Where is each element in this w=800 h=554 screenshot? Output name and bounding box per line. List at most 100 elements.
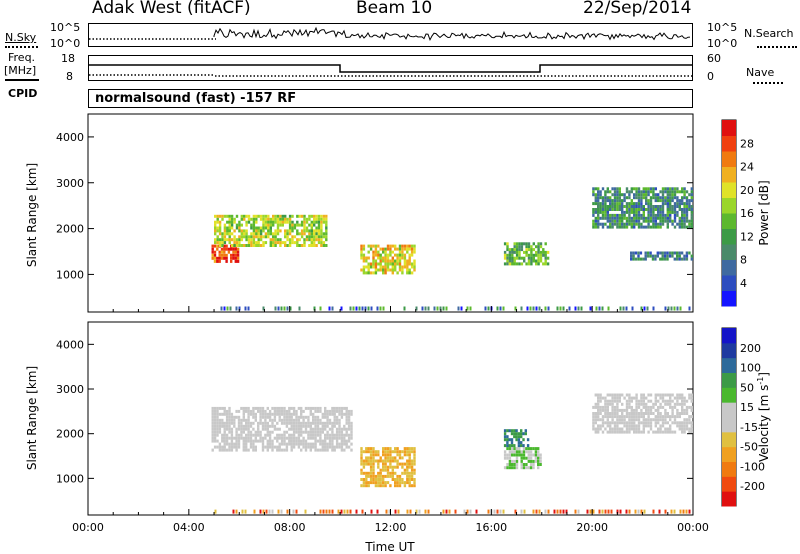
data-cell (300, 427, 303, 431)
data-cell (647, 412, 650, 415)
data-cell (656, 251, 659, 255)
data-cell (616, 402, 619, 406)
data-cell (401, 481, 404, 485)
data-cell (308, 223, 311, 227)
data-cell (360, 471, 363, 475)
data-cell (391, 478, 394, 481)
data-cell (640, 208, 643, 211)
data-cell (218, 238, 222, 242)
data-cell (644, 254, 647, 258)
data-cell (238, 306, 241, 311)
data-cell (213, 250, 217, 254)
data-cell (403, 450, 407, 454)
data-cell (597, 430, 600, 434)
data-cell (401, 471, 404, 475)
data-cell (403, 471, 407, 475)
data-cell (324, 412, 327, 416)
data-cell (401, 253, 404, 257)
data-cell (229, 306, 232, 311)
data-cell (389, 456, 392, 460)
data-cell (635, 393, 638, 397)
data-cell (688, 199, 691, 203)
data-cell (317, 214, 321, 218)
data-cell (669, 393, 672, 397)
data-cell (296, 220, 299, 224)
data-cell (680, 251, 684, 255)
data-cell (546, 256, 550, 260)
data-cell (630, 219, 633, 223)
data-cell (597, 399, 600, 403)
data-cell (613, 424, 617, 428)
data-cell (633, 196, 636, 200)
data-cell (611, 216, 614, 220)
data-cell (226, 229, 229, 233)
data-cell (413, 484, 416, 488)
data-cell (269, 217, 272, 221)
data-cell (659, 251, 662, 255)
data-cell (377, 453, 380, 457)
data-cell (303, 226, 306, 230)
data-cell (611, 208, 614, 211)
data-cell (396, 462, 399, 466)
colorbar-tick-label: 20 (740, 184, 754, 197)
data-cell (335, 415, 339, 419)
data-cell (335, 439, 339, 443)
data-cell (377, 478, 380, 481)
data-cell (250, 223, 253, 227)
data-cell (223, 445, 226, 449)
data-cell (367, 265, 370, 269)
data-cell (403, 453, 407, 457)
data-cell (671, 421, 674, 425)
data-cell (369, 456, 373, 460)
data-cell (668, 251, 672, 255)
data-cell (218, 226, 222, 230)
data-cell (594, 393, 597, 397)
data-cell (618, 205, 621, 208)
data-cell (642, 208, 645, 211)
data-cell (382, 306, 385, 311)
data-cell (281, 223, 284, 227)
data-cell (640, 213, 643, 217)
data-cell (673, 509, 676, 514)
data-cell (508, 466, 512, 470)
data-cell (661, 393, 665, 397)
data-cell (288, 238, 292, 242)
data-cell (326, 415, 329, 419)
data-cell (386, 262, 390, 266)
data-cell (628, 190, 631, 194)
data-cell (240, 244, 243, 247)
velocity-colorbar-label: Velocity [m s-1] (756, 372, 771, 462)
data-cell (681, 196, 684, 200)
data-cell (343, 442, 346, 446)
data-cell (659, 412, 662, 415)
data-cell (321, 439, 324, 443)
data-cell (589, 509, 592, 514)
data-cell (625, 421, 629, 425)
data-cell (659, 205, 662, 208)
data-cell (661, 396, 665, 400)
data-cell (654, 213, 657, 217)
data-cell (361, 306, 364, 311)
data-cell (315, 214, 318, 218)
data-cell (671, 208, 674, 211)
data-cell (312, 427, 315, 431)
data-cell (609, 421, 612, 425)
data-cell (487, 509, 490, 514)
data-cell (594, 193, 597, 197)
data-cell (350, 409, 353, 413)
data-cell (685, 427, 689, 431)
data-cell (228, 409, 231, 413)
data-cell (308, 217, 311, 221)
data-cell (288, 439, 291, 443)
data-cell (225, 448, 229, 452)
data-cell (276, 214, 280, 218)
data-cell (515, 248, 519, 252)
data-cell (259, 244, 263, 247)
sky-right-label: N.Search (744, 27, 794, 40)
data-cell (394, 253, 397, 257)
data-cell (211, 436, 214, 440)
data-cell (611, 199, 614, 203)
data-cell (611, 187, 614, 191)
data-cell (252, 223, 256, 227)
data-cell (223, 433, 226, 437)
